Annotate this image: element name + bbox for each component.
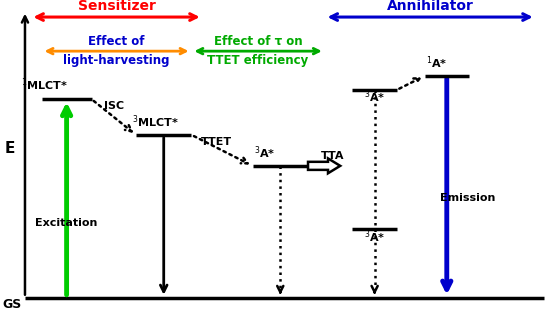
- Text: GS: GS: [3, 298, 22, 310]
- Text: Excitation: Excitation: [36, 218, 98, 228]
- Text: Emission: Emission: [440, 193, 495, 203]
- Text: TTET: TTET: [201, 137, 232, 147]
- Text: Annihilator: Annihilator: [387, 0, 473, 13]
- Text: ISC: ISC: [104, 101, 124, 111]
- Text: E: E: [4, 141, 15, 156]
- Text: Effect of: Effect of: [88, 35, 145, 48]
- Text: $^3$MLCT*: $^3$MLCT*: [132, 113, 179, 130]
- Text: $^1$A*: $^1$A*: [426, 54, 448, 71]
- FancyArrow shape: [308, 158, 340, 173]
- Text: TTET efficiency: TTET efficiency: [208, 54, 309, 67]
- Text: Effect of τ on: Effect of τ on: [214, 35, 302, 48]
- Text: TTA: TTA: [321, 151, 345, 161]
- Text: light-harvesting: light-harvesting: [63, 54, 170, 67]
- Text: Sensitizer: Sensitizer: [78, 0, 155, 13]
- Text: $^3$A*: $^3$A*: [364, 89, 385, 105]
- Text: $^3$A*: $^3$A*: [364, 228, 385, 245]
- Text: $^1$MLCT*: $^1$MLCT*: [21, 76, 68, 93]
- Text: $^3$A*: $^3$A*: [254, 144, 276, 161]
